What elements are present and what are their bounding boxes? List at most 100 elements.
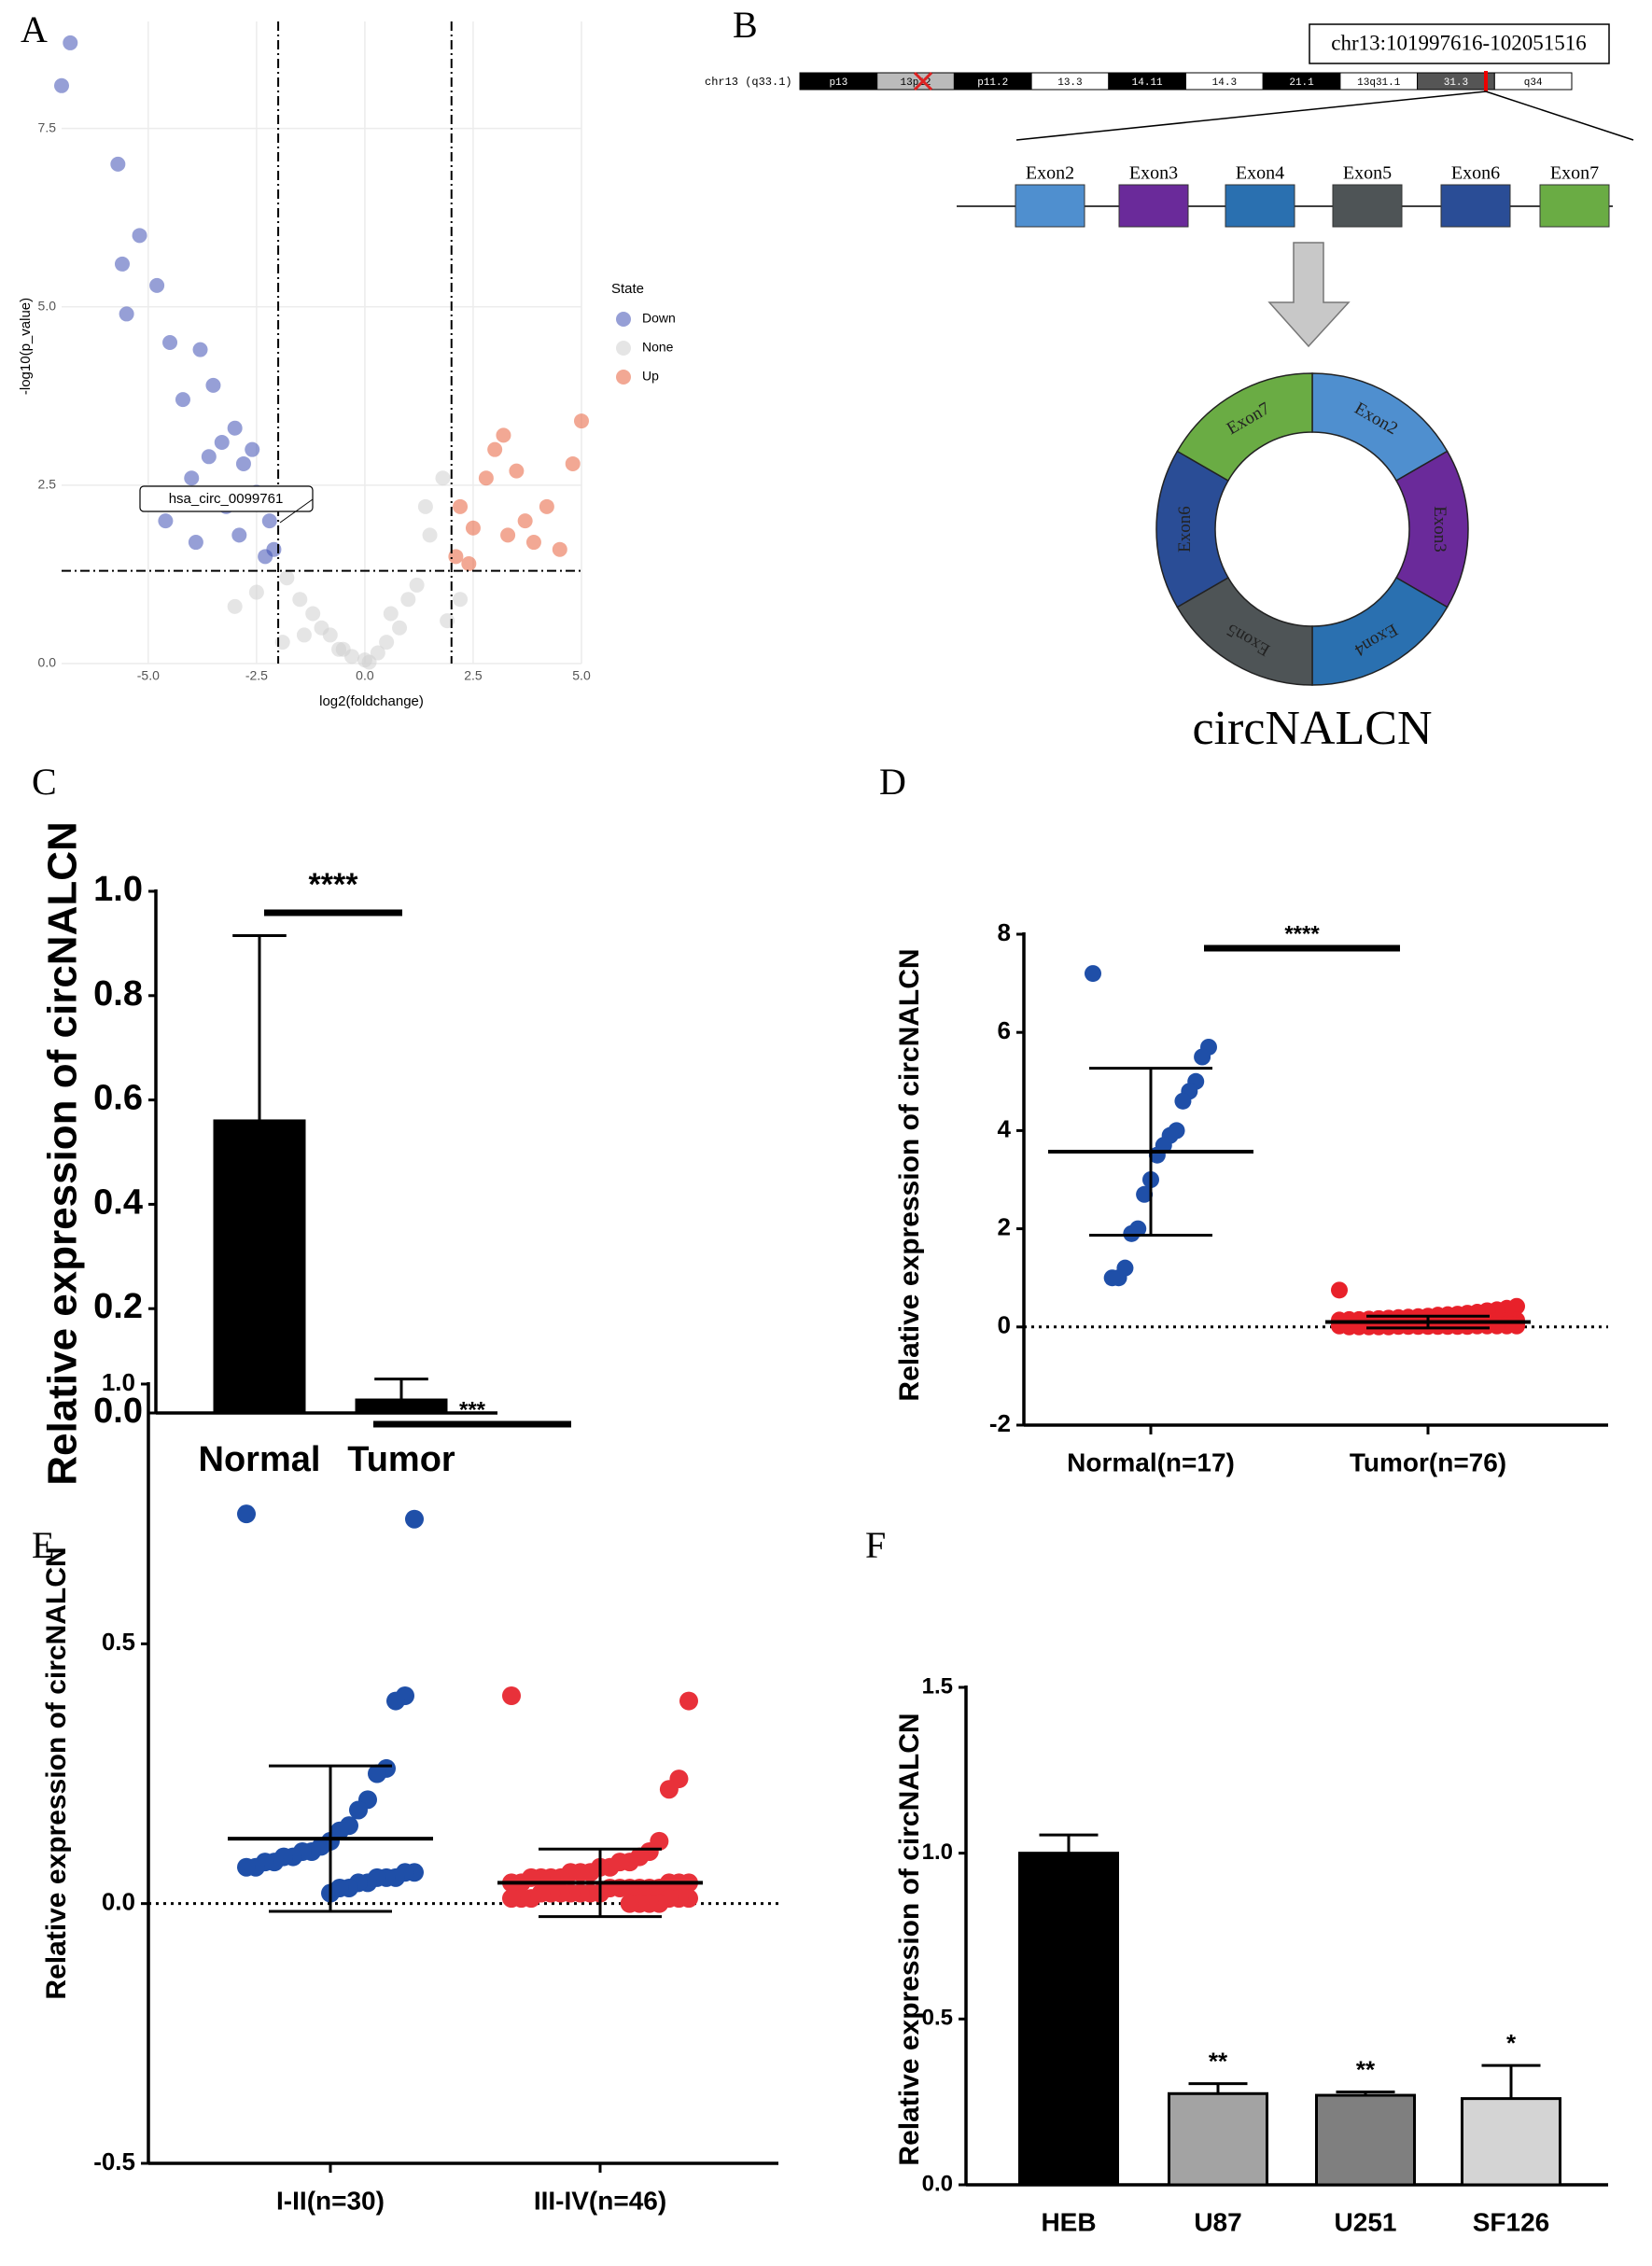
- y-tick-label: -2: [989, 1409, 1011, 1437]
- point: [296, 627, 312, 643]
- sd-bar: [539, 1847, 662, 1919]
- x-tick-label: Tumor(n=76): [1350, 1448, 1506, 1476]
- point: [383, 606, 399, 622]
- significance: *: [1506, 2029, 1517, 2057]
- exon-label: Exon5: [1343, 163, 1392, 184]
- point: [54, 77, 69, 93]
- exon-label: Exon6: [1451, 163, 1500, 184]
- panel-letter: E: [32, 1524, 54, 1566]
- sd-bar: [269, 1764, 392, 1913]
- y-tick-label: 1.0: [93, 870, 143, 909]
- x-tick-label: III-IV(n=46): [534, 2186, 666, 2215]
- legend-swatch: [616, 312, 631, 327]
- point: [227, 420, 243, 436]
- point: [63, 35, 78, 50]
- y-tick-label: 0.5: [102, 1628, 135, 1656]
- band-label: p13: [829, 77, 847, 89]
- arrow: [1267, 242, 1351, 348]
- point: [1331, 1281, 1348, 1299]
- point: [500, 527, 516, 543]
- point: [1136, 1185, 1154, 1203]
- bar: [355, 1398, 448, 1415]
- exon: [1225, 184, 1295, 228]
- point: [620, 1894, 639, 1913]
- point: [114, 256, 130, 272]
- point: [465, 520, 481, 536]
- x-tick-label: I-II(n=30): [276, 2186, 385, 2215]
- point: [175, 392, 190, 408]
- y-tick-label: 8: [998, 918, 1011, 946]
- panel-letter: A: [21, 8, 48, 50]
- panel-letter: D: [879, 761, 906, 803]
- y-axis-label: -log10(p_value): [18, 298, 34, 395]
- y-tick-label: 5.0: [38, 298, 57, 313]
- y-tick-label: 1.0: [102, 1368, 135, 1396]
- point: [517, 513, 533, 529]
- annotation-leader: [279, 498, 314, 524]
- x-tick-label: Tumor: [347, 1440, 455, 1479]
- exon-label: Exon3: [1129, 163, 1178, 184]
- significance: ****: [1284, 921, 1320, 946]
- bar: [1168, 2091, 1268, 2187]
- y-tick-label: 1.5: [922, 1673, 953, 1699]
- exon-label: Exon4: [1236, 163, 1284, 184]
- x-tick-label: -2.5: [245, 668, 268, 683]
- point: [361, 654, 377, 670]
- point: [1174, 1092, 1192, 1110]
- point: [205, 377, 221, 393]
- y-axis-label: Relative expression of circNALCN: [41, 1546, 72, 1999]
- legend-swatch: [616, 341, 631, 356]
- chromosome-band: [1493, 72, 1573, 91]
- error-bar: [374, 1378, 428, 1401]
- annotation-box: [139, 485, 314, 512]
- point: [261, 513, 277, 529]
- point: [201, 449, 217, 465]
- y-tick-label: 0.4: [93, 1182, 143, 1222]
- ring-label: Exon3: [1430, 506, 1449, 553]
- significance: **: [1356, 2055, 1376, 2083]
- x-tick-label: 5.0: [572, 668, 591, 683]
- panel-letter: C: [32, 761, 57, 803]
- point: [659, 1780, 679, 1799]
- y-tick-label: 0: [998, 1311, 1011, 1339]
- x-tick-label: HEB: [1041, 2207, 1096, 2236]
- band-label: 14.3: [1212, 77, 1237, 89]
- band-label: 31.3: [1444, 77, 1468, 89]
- point: [405, 1509, 424, 1529]
- y-tick-label: 6: [998, 1016, 1011, 1044]
- point: [379, 635, 395, 650]
- exon-label: Exon2: [1026, 163, 1074, 184]
- error-bar: [1336, 2091, 1395, 2096]
- exon: [1440, 184, 1511, 228]
- panel-letter: F: [865, 1524, 886, 1566]
- y-tick-label: 4: [998, 1114, 1012, 1142]
- point: [231, 527, 247, 543]
- band-label: 13.3: [1057, 77, 1082, 89]
- y-tick-label: 0.0: [102, 1888, 135, 1916]
- annotation: hsa_circ_0099761: [169, 491, 284, 507]
- point: [1194, 1048, 1211, 1066]
- point: [258, 549, 273, 565]
- chromosome-label: chr13 (q33.1): [705, 76, 792, 89]
- y-tick-label: 0.5: [922, 2006, 953, 2031]
- point: [248, 584, 264, 600]
- y-tick-label: 0.0: [922, 2171, 953, 2196]
- point: [552, 541, 567, 557]
- point: [386, 1691, 405, 1711]
- point: [502, 1686, 521, 1705]
- point: [235, 455, 251, 471]
- y-tick-label: 0.6: [93, 1079, 143, 1118]
- point: [132, 228, 147, 244]
- legend-label: Up: [642, 369, 659, 384]
- y-tick-label: 1.0: [922, 1839, 953, 1865]
- point: [162, 335, 178, 350]
- exon: [1015, 184, 1085, 228]
- exon: [1118, 184, 1189, 228]
- point: [237, 1857, 256, 1877]
- point: [110, 156, 126, 172]
- point: [409, 577, 425, 593]
- y-tick-label: 0.2: [93, 1287, 143, 1326]
- point: [400, 592, 416, 608]
